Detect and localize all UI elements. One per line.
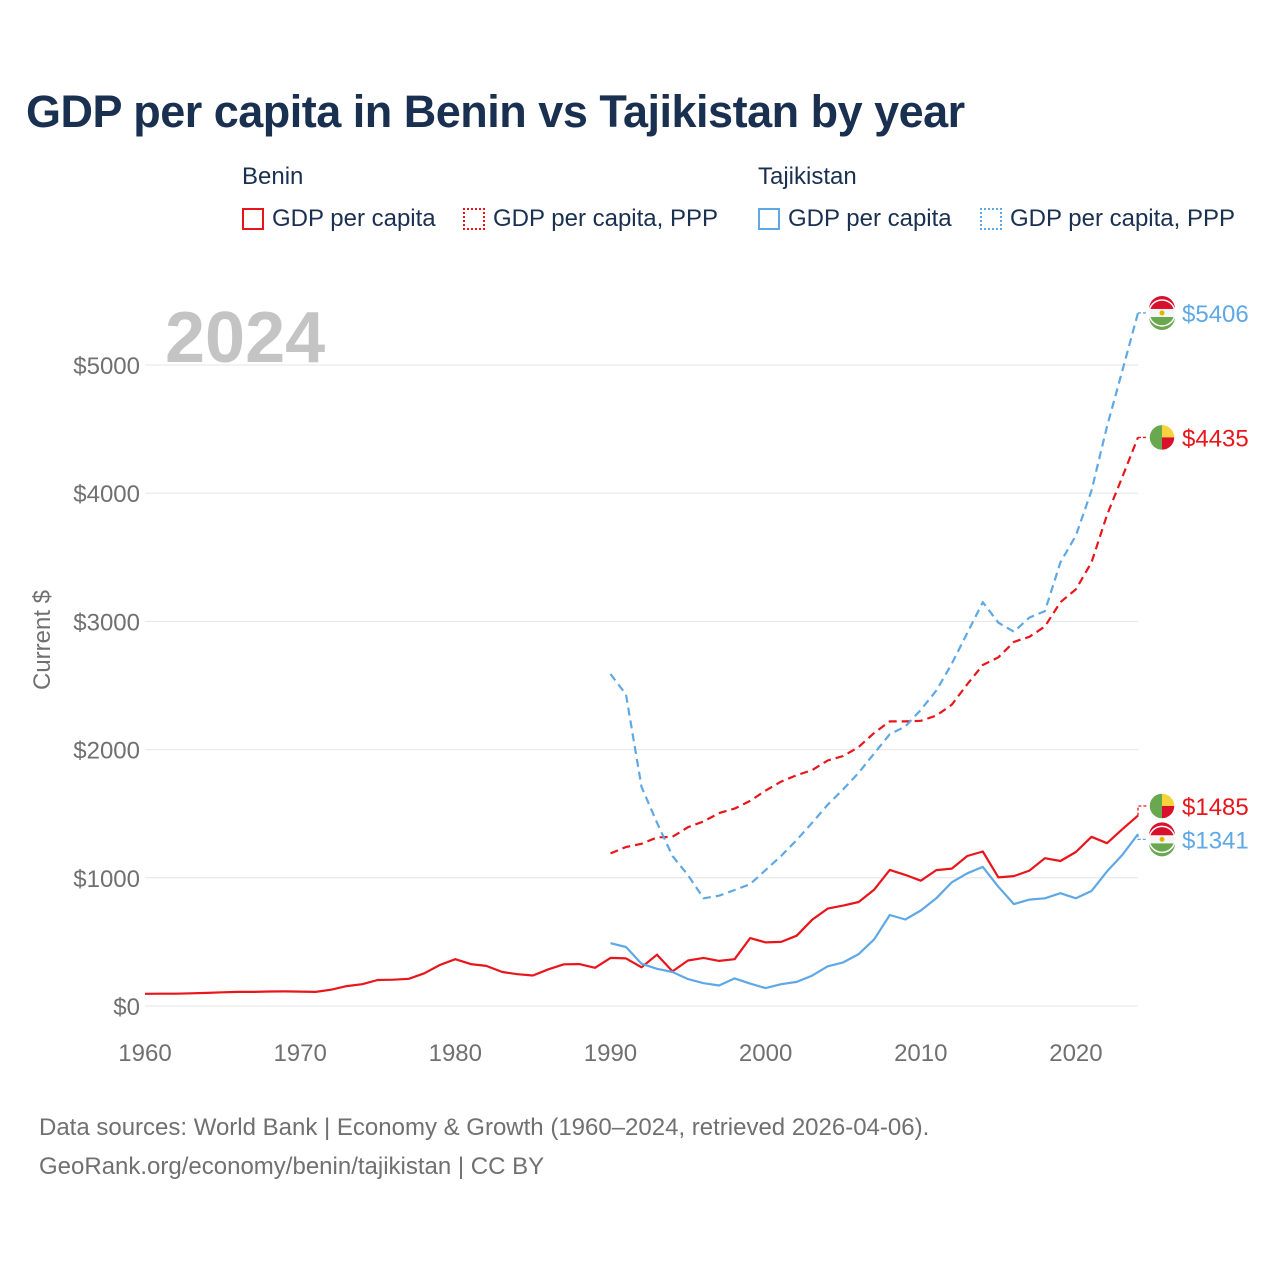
legend-group-benin: Benin [242,163,304,190]
legend-swatch-dotted [463,208,485,230]
x-tick-label: 1990 [584,1040,637,1067]
legend-benin-gdp[interactable]: GDP per capita [242,205,436,233]
benin-flag-icon [1148,792,1176,820]
y-tick-label: $2000 [73,738,140,765]
y-tick-label: $4000 [73,481,140,508]
legend-swatch-solid [242,208,264,230]
end-label-leader [1137,805,1147,816]
series-line-benin_gdp [144,814,1139,995]
x-tick-label: 2000 [739,1040,792,1067]
x-tick-label: 1970 [273,1040,326,1067]
legend-tajikistan-gdp[interactable]: GDP per capita [758,205,952,233]
legend-benin-ppp[interactable]: GDP per capita, PPP [463,205,718,233]
year-watermark: 2024 [165,298,325,378]
end-value-label: $5406 [1182,301,1249,328]
legend-swatch-solid [758,208,780,230]
end-value-label: $1341 [1182,827,1249,854]
legend-label: GDP per capita, PPP [493,205,718,232]
legend-label: GDP per capita [272,205,436,232]
legend-tajikistan-ppp[interactable]: GDP per capita, PPP [980,205,1235,233]
y-tick-label: $0 [113,994,140,1021]
legend-label: GDP per capita [788,205,952,232]
end-value-label: $1485 [1182,794,1249,821]
legend-group-tajikistan: Tajikistan [758,163,857,190]
y-axis-title: Current $ [29,590,56,690]
series-line-tajikistan_gdp [610,833,1139,990]
tajikistan-flag-icon [1148,295,1176,330]
chart-title: GDP per capita in Benin vs Tajikistan by… [26,86,965,137]
y-tick-label: $1000 [73,866,140,893]
series-line-benin_ppp [610,436,1140,855]
x-tick-label: 1980 [429,1040,482,1067]
series-line-tajikistan_ppp [609,312,1140,900]
x-tick-label: 1960 [118,1040,171,1067]
benin-flag-icon [1148,423,1176,452]
tajikistan-flag-icon [1148,822,1176,857]
y-tick-label: $3000 [73,609,140,636]
end-label-leader [1137,834,1147,840]
footer-link[interactable]: GeoRank.org/economy/benin/tajikistan | C… [39,1153,545,1180]
x-tick-label: 2020 [1049,1040,1102,1067]
x-tick-label: 2010 [894,1040,947,1067]
legend-swatch-dotted [980,208,1002,230]
footer: Data sources: World Bank | Economy & Gro… [39,1108,929,1186]
footer-sources: Data sources: World Bank | Economy & Gro… [39,1114,930,1141]
legend-label: GDP per capita, PPP [1010,205,1235,232]
y-tick-label: $5000 [73,353,140,380]
end-value-label: $4435 [1182,425,1249,452]
